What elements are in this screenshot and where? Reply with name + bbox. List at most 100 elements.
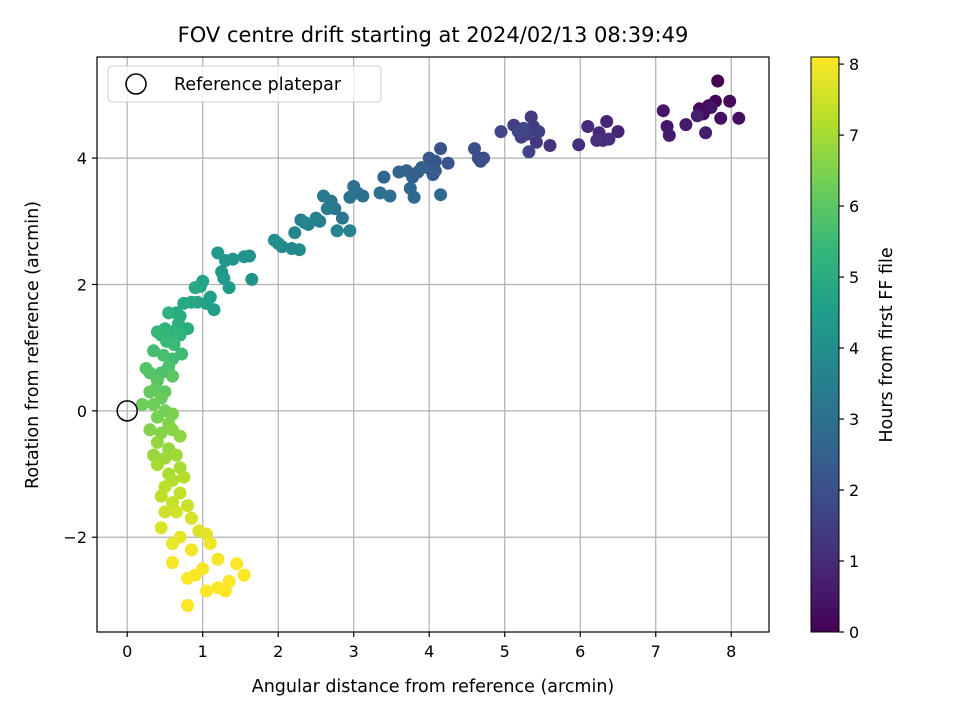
data-point <box>150 325 164 339</box>
data-point <box>494 125 508 139</box>
data-point <box>343 224 357 238</box>
data-point <box>611 125 625 139</box>
plot-frame <box>96 56 770 633</box>
data-point <box>147 344 161 358</box>
data-point <box>699 126 713 140</box>
data-point <box>330 224 344 238</box>
data-point <box>711 74 725 88</box>
x-tick-label: 3 <box>349 642 359 661</box>
data-point <box>600 115 614 128</box>
data-point <box>150 458 164 472</box>
x-tick-label: 8 <box>726 642 736 661</box>
data-point <box>237 568 251 582</box>
reference-platepar-marker <box>116 400 138 422</box>
chart-title: FOV centre drift starting at 2024/02/13 … <box>178 23 689 47</box>
colorbar-tick-label: 6 <box>849 197 859 216</box>
data-point <box>167 338 181 351</box>
data-point <box>529 135 543 149</box>
x-tick-label: 0 <box>122 642 132 661</box>
data-point <box>732 111 746 125</box>
data-point <box>222 281 236 295</box>
data-point <box>181 499 195 513</box>
data-point <box>723 94 737 108</box>
colorbar-tick-label: 8 <box>849 55 859 74</box>
x-tick-label: 6 <box>575 642 585 661</box>
axes: 0 1 2 3 4 5 6 7 8 −2 0 2 4 <box>63 56 770 661</box>
x-axis-label: Angular distance from reference (arcmin) <box>252 677 615 697</box>
data-point <box>147 398 161 411</box>
x-tick-label: 4 <box>424 642 434 661</box>
data-point <box>173 328 187 342</box>
data-point <box>181 599 195 612</box>
data-point <box>428 164 442 178</box>
y-axis-label: Rotation from reference (arcmin) <box>23 201 43 489</box>
data-point <box>343 190 357 204</box>
data-point <box>690 109 704 123</box>
data-point <box>184 511 198 525</box>
data-point <box>177 470 191 484</box>
data-point <box>188 281 202 295</box>
y-tick-label: 2 <box>77 275 87 294</box>
data-point <box>532 125 546 139</box>
y-tick-label: 0 <box>77 402 87 421</box>
data-point <box>158 505 172 519</box>
data-point <box>288 226 302 240</box>
data-point <box>150 435 164 449</box>
x-tick-label: 2 <box>273 642 283 661</box>
colorbar-gradient <box>810 56 840 633</box>
data-point <box>373 186 387 200</box>
data-point <box>292 243 306 257</box>
colorbar-tick-label: 5 <box>849 268 859 287</box>
data-point <box>143 423 157 437</box>
colorbar-label: Hours from first FF file <box>877 247 897 442</box>
data-point <box>203 537 217 550</box>
data-point <box>230 557 244 571</box>
data-point <box>156 348 170 362</box>
data-point <box>139 362 153 375</box>
data-point <box>662 128 676 142</box>
data-point <box>572 138 586 152</box>
data-point <box>173 486 187 500</box>
colorbar-tick-label: 0 <box>849 623 859 642</box>
data-point <box>320 202 334 216</box>
data-point <box>143 385 157 399</box>
data-point <box>317 189 330 203</box>
data-point <box>200 584 213 598</box>
data-point <box>656 104 670 118</box>
legend-marker-reference-platepar <box>125 73 147 95</box>
colorbar-tick-label: 1 <box>849 552 859 571</box>
data-point <box>474 154 488 168</box>
data-point <box>543 139 557 152</box>
data-point <box>169 505 183 519</box>
data-point <box>169 448 183 462</box>
data-point <box>517 121 531 135</box>
data-point <box>581 120 595 133</box>
x-tick-label: 7 <box>651 642 661 661</box>
data-point <box>602 132 616 146</box>
data-point <box>173 429 187 443</box>
legend: Reference platepar <box>107 65 382 103</box>
data-point <box>377 170 391 184</box>
data-point <box>166 369 179 383</box>
data-point <box>154 489 168 503</box>
data-point <box>434 142 448 156</box>
data-point <box>162 306 176 320</box>
data-point <box>166 556 179 569</box>
data-points <box>116 74 746 612</box>
data-point <box>468 142 481 156</box>
data-point <box>434 188 448 202</box>
colorbar-tick-label: 2 <box>849 481 859 500</box>
data-point <box>590 133 604 147</box>
data-point <box>714 111 728 125</box>
data-point <box>309 211 323 225</box>
data-point <box>211 552 225 566</box>
data-point <box>177 296 191 310</box>
x-tick-label: 5 <box>500 642 510 661</box>
colorbar-tick-label: 3 <box>849 410 859 429</box>
data-point <box>267 233 281 247</box>
data-point <box>218 584 232 598</box>
colorbar-tick-label: 4 <box>849 339 859 358</box>
grid-lines <box>97 57 769 632</box>
